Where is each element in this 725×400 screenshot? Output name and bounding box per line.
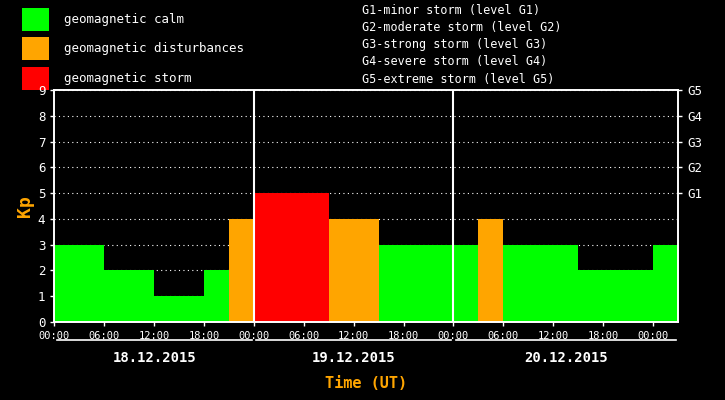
Text: 20.12.2015: 20.12.2015 (523, 351, 608, 365)
Bar (328, 219, 354, 322)
Y-axis label: Kp: Kp (16, 195, 33, 217)
Bar (404, 245, 428, 322)
Bar (453, 245, 478, 322)
Bar (179, 296, 204, 322)
Bar (104, 270, 129, 322)
Bar (428, 245, 453, 322)
Bar (628, 270, 653, 322)
Text: G5-extreme storm (level G5): G5-extreme storm (level G5) (362, 73, 555, 86)
Bar (54, 245, 79, 322)
Bar (254, 193, 279, 322)
Bar (354, 219, 378, 322)
Bar (22, 37, 49, 60)
Text: Time (UT): Time (UT) (325, 376, 407, 392)
Bar (603, 270, 628, 322)
Text: G4-severe storm (level G4): G4-severe storm (level G4) (362, 56, 548, 68)
Bar (478, 219, 503, 322)
Bar (304, 193, 328, 322)
Bar (653, 245, 678, 322)
Text: geomagnetic storm: geomagnetic storm (64, 72, 191, 85)
Text: G1-minor storm (level G1): G1-minor storm (level G1) (362, 4, 541, 16)
Bar (22, 66, 49, 90)
Bar (578, 270, 603, 322)
Bar (229, 219, 254, 322)
Bar (154, 296, 179, 322)
Text: G2-moderate storm (level G2): G2-moderate storm (level G2) (362, 21, 562, 34)
Bar (129, 270, 154, 322)
Bar (553, 245, 578, 322)
Bar (503, 245, 529, 322)
Text: 19.12.2015: 19.12.2015 (312, 351, 396, 365)
Text: 18.12.2015: 18.12.2015 (112, 351, 196, 365)
Bar (79, 245, 104, 322)
Bar (204, 270, 229, 322)
Text: geomagnetic calm: geomagnetic calm (64, 13, 184, 26)
Bar (22, 8, 49, 31)
Text: G3-strong storm (level G3): G3-strong storm (level G3) (362, 38, 548, 51)
Text: geomagnetic disturbances: geomagnetic disturbances (64, 42, 244, 55)
Bar (279, 193, 304, 322)
Bar (529, 245, 553, 322)
Bar (378, 245, 404, 322)
